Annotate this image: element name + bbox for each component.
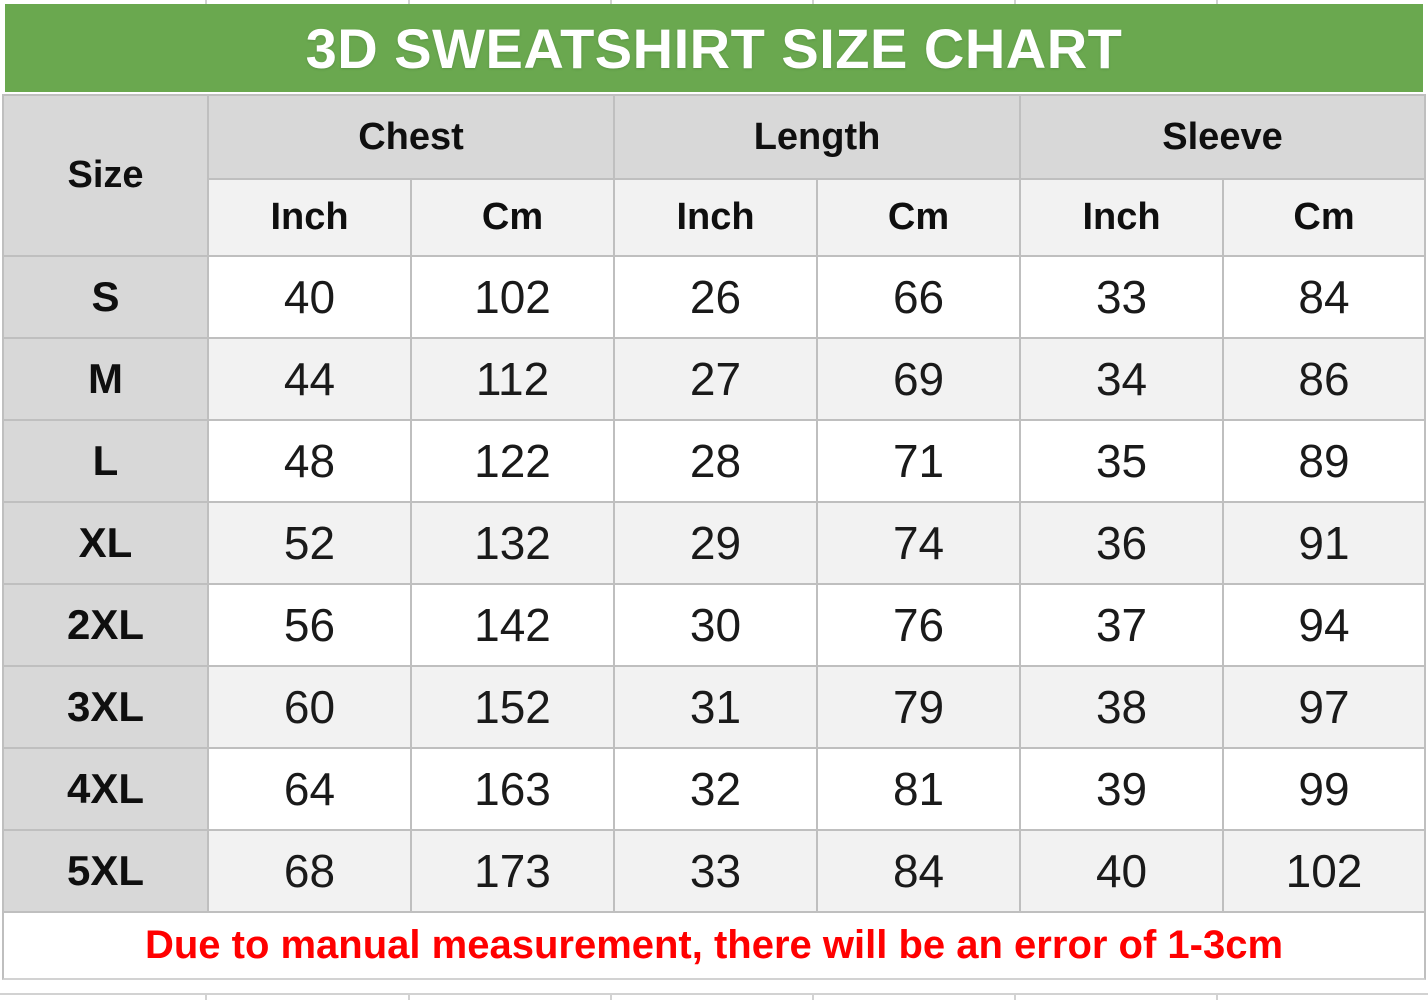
measurement-value: 99 (1222, 747, 1426, 831)
measurement-value: 32 (613, 747, 819, 831)
measurement-value: 66 (816, 255, 1022, 339)
column-header-sleeve-inch: Inch (1019, 178, 1225, 257)
gridline-tick (1216, 993, 1218, 1000)
table-row: S 40 102 26 66 33 84 (2, 255, 1426, 339)
measurement-note: Due to manual measurement, there will be… (2, 913, 1426, 980)
gridline-tick (610, 993, 612, 1000)
measurement-value: 76 (816, 583, 1022, 667)
measurement-value: 81 (816, 747, 1022, 831)
table-row: 4XL 64 163 32 81 39 99 (2, 747, 1426, 831)
size-label: L (2, 419, 209, 503)
measurement-value: 142 (409, 583, 616, 667)
measurement-value: 132 (409, 501, 616, 585)
measurement-value: 38 (1019, 665, 1225, 749)
measurement-value: 35 (1019, 419, 1225, 503)
gridline-tick (205, 993, 207, 1000)
column-header-chest-inch: Inch (207, 178, 412, 257)
table-row: M 44 112 27 69 34 86 (2, 337, 1426, 421)
measurement-value: 34 (1019, 337, 1225, 421)
measurement-value: 31 (613, 665, 819, 749)
measurement-value: 40 (1019, 829, 1225, 913)
measurement-value: 152 (409, 665, 616, 749)
measurement-value: 28 (613, 419, 819, 503)
column-group-chest: Chest (206, 94, 616, 180)
measurement-value: 27 (613, 337, 819, 421)
column-group-sleeve: Sleeve (1019, 94, 1426, 180)
measurement-value: 122 (409, 419, 616, 503)
measurement-value: 163 (409, 747, 616, 831)
table-row: 5XL 68 173 33 84 40 102 (2, 829, 1426, 913)
measurement-value: 48 (207, 419, 412, 503)
measurement-value: 44 (207, 337, 412, 421)
measurement-value: 84 (1222, 255, 1426, 339)
size-label: 4XL (2, 747, 209, 831)
chart-title-bar: 3D SWEATSHIRT SIZE CHART (5, 4, 1423, 92)
measurement-value: 60 (207, 665, 412, 749)
measurement-value: 39 (1019, 747, 1225, 831)
column-header-length-inch: Inch (613, 178, 819, 257)
measurement-value: 69 (816, 337, 1022, 421)
measurement-note-text: Due to manual measurement, there will be… (144, 923, 1284, 967)
column-group-length: Length (613, 94, 1022, 180)
column-header-sleeve-cm: Cm (1222, 178, 1426, 257)
table-row: XL 52 132 29 74 36 91 (2, 501, 1426, 585)
measurement-value: 94 (1222, 583, 1426, 667)
size-label: XL (2, 501, 209, 585)
measurement-value: 52 (207, 501, 412, 585)
measurement-value: 89 (1222, 419, 1426, 503)
measurement-value: 91 (1222, 501, 1426, 585)
measurement-value: 86 (1222, 337, 1426, 421)
measurement-value: 36 (1019, 501, 1225, 585)
measurement-value: 40 (207, 255, 412, 339)
spreadsheet-gridline-strip-bottom (0, 980, 1428, 1000)
size-label: M (2, 337, 209, 421)
gridline-tick (610, 0, 612, 4)
size-chart-table: Size Chest Length Sleeve Inch Cm Inch Cm… (2, 94, 1426, 913)
measurement-value: 29 (613, 501, 819, 585)
measurement-value: 102 (409, 255, 616, 339)
measurement-value: 84 (816, 829, 1022, 913)
column-header-length-cm: Cm (816, 178, 1022, 257)
gridline-horizontal (0, 993, 1428, 995)
measurement-value: 30 (613, 583, 819, 667)
gridline-tick (812, 993, 814, 1000)
column-header-chest-cm: Cm (409, 178, 616, 257)
measurement-value: 71 (816, 419, 1022, 503)
gridline-tick (812, 0, 814, 4)
size-label: 3XL (2, 665, 209, 749)
size-label: 2XL (2, 583, 209, 667)
gridline-tick (408, 993, 410, 1000)
gridline-tick (1014, 0, 1016, 4)
gridline-tick (205, 0, 207, 4)
measurement-value: 64 (207, 747, 412, 831)
measurement-value: 56 (207, 583, 412, 667)
measurement-value: 26 (613, 255, 819, 339)
gridline-tick (1014, 993, 1016, 1000)
measurement-value: 79 (816, 665, 1022, 749)
measurement-value: 37 (1019, 583, 1225, 667)
measurement-value: 112 (409, 337, 616, 421)
measurement-value: 173 (409, 829, 616, 913)
measurement-value: 33 (613, 829, 819, 913)
table-group-header-row: Size Chest Length Sleeve (2, 94, 1426, 257)
gridline-tick (408, 0, 410, 4)
size-label: 5XL (2, 829, 209, 913)
table-row: 3XL 60 152 31 79 38 97 (2, 665, 1426, 749)
table-row: L 48 122 28 71 35 89 (2, 419, 1426, 503)
page-title: 3D SWEATSHIRT SIZE CHART (305, 16, 1123, 80)
column-header-size: Size (2, 94, 209, 257)
spreadsheet-gridline-strip-top (0, 0, 1428, 4)
measurement-value: 68 (207, 829, 412, 913)
measurement-value: 74 (816, 501, 1022, 585)
measurement-value: 33 (1019, 255, 1225, 339)
table-units-header-row: Inch Cm Inch Cm Inch Cm (3, 178, 1426, 257)
gridline-tick (1216, 0, 1218, 4)
measurement-value: 102 (1222, 829, 1426, 913)
size-label: S (2, 255, 209, 339)
measurement-value: 97 (1222, 665, 1426, 749)
table-row: 2XL 56 142 30 76 37 94 (2, 583, 1426, 667)
